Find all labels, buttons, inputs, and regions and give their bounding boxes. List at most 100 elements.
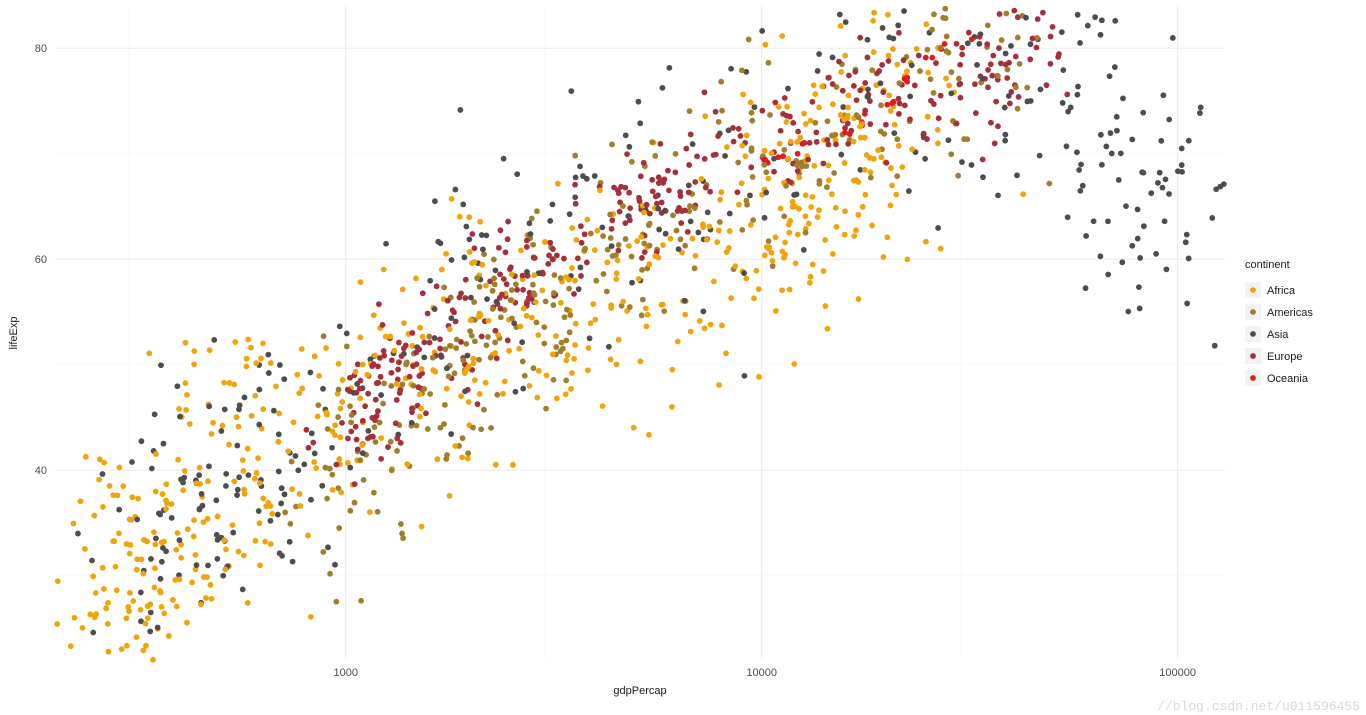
data-point <box>693 253 699 259</box>
data-point <box>488 355 494 361</box>
data-point <box>285 448 291 454</box>
data-point <box>855 212 861 218</box>
data-point <box>687 108 693 114</box>
data-point <box>465 353 471 359</box>
data-point <box>1184 301 1190 307</box>
data-point <box>812 91 818 97</box>
data-point <box>399 353 405 359</box>
data-point <box>268 360 274 366</box>
data-point <box>308 370 314 376</box>
data-point <box>226 442 232 448</box>
data-point <box>174 383 180 389</box>
data-point <box>145 615 151 621</box>
data-point <box>572 278 578 284</box>
data-point <box>588 320 594 326</box>
data-point <box>1129 243 1135 249</box>
data-point <box>404 359 410 365</box>
data-point <box>901 57 907 63</box>
data-point <box>97 456 103 462</box>
data-point <box>582 247 588 253</box>
data-point <box>781 147 787 153</box>
data-point <box>753 268 759 274</box>
data-point <box>333 599 339 605</box>
data-point <box>185 526 191 532</box>
data-point <box>935 140 941 146</box>
data-point <box>357 457 363 463</box>
data-point <box>640 297 646 303</box>
data-point <box>183 380 189 386</box>
data-point <box>260 340 266 346</box>
data-point <box>636 99 642 105</box>
data-point <box>1030 36 1036 42</box>
data-point <box>1098 132 1104 138</box>
data-point <box>547 240 553 246</box>
data-point <box>1037 153 1043 159</box>
data-point <box>491 275 497 281</box>
data-point <box>297 491 303 497</box>
data-point <box>468 317 474 323</box>
data-point <box>197 465 203 471</box>
data-point <box>563 391 569 397</box>
data-point <box>569 265 575 271</box>
data-point <box>448 431 454 437</box>
data-point <box>735 189 741 195</box>
data-point <box>736 202 742 208</box>
data-point <box>739 67 745 73</box>
data-point <box>400 286 406 292</box>
data-point <box>159 604 165 610</box>
data-point <box>896 143 902 149</box>
data-point <box>416 346 422 352</box>
data-point <box>465 450 471 456</box>
data-point <box>923 21 929 27</box>
data-point <box>143 621 149 627</box>
data-point <box>147 629 153 635</box>
data-point <box>692 179 698 185</box>
data-point <box>600 233 606 239</box>
data-point <box>312 353 318 359</box>
data-point <box>599 224 605 230</box>
data-point <box>803 121 809 127</box>
data-point <box>749 110 755 116</box>
data-point <box>91 513 97 519</box>
data-point <box>483 283 489 289</box>
data-point <box>799 164 805 170</box>
data-point <box>395 367 401 373</box>
data-point <box>496 245 502 251</box>
data-point <box>483 232 489 238</box>
data-point <box>1158 138 1164 144</box>
data-point <box>759 108 765 114</box>
data-point <box>1074 92 1080 98</box>
data-point <box>566 286 572 292</box>
data-point <box>771 169 777 175</box>
data-point <box>385 444 391 450</box>
data-point <box>885 12 891 18</box>
data-point <box>200 503 206 509</box>
data-point <box>352 481 358 487</box>
data-point <box>1139 169 1145 175</box>
data-point <box>655 206 661 212</box>
data-point <box>692 265 698 271</box>
data-point <box>148 610 154 616</box>
data-point <box>206 463 212 469</box>
data-point <box>396 359 402 365</box>
data-point <box>1015 14 1021 20</box>
data-point <box>719 323 725 329</box>
data-point <box>561 256 567 262</box>
data-point <box>904 256 910 262</box>
data-point <box>530 282 536 288</box>
data-point <box>330 487 336 493</box>
data-point <box>886 92 892 98</box>
data-point <box>531 290 537 296</box>
data-point <box>578 265 584 271</box>
data-point <box>833 205 839 211</box>
data-point <box>1157 170 1163 176</box>
data-point <box>627 304 633 310</box>
data-point <box>375 509 381 515</box>
data-point <box>221 537 227 543</box>
data-point <box>1213 186 1219 192</box>
data-point <box>988 120 994 126</box>
data-point <box>929 27 935 33</box>
data-point <box>652 153 658 159</box>
data-point <box>562 314 568 320</box>
data-point <box>928 76 934 82</box>
